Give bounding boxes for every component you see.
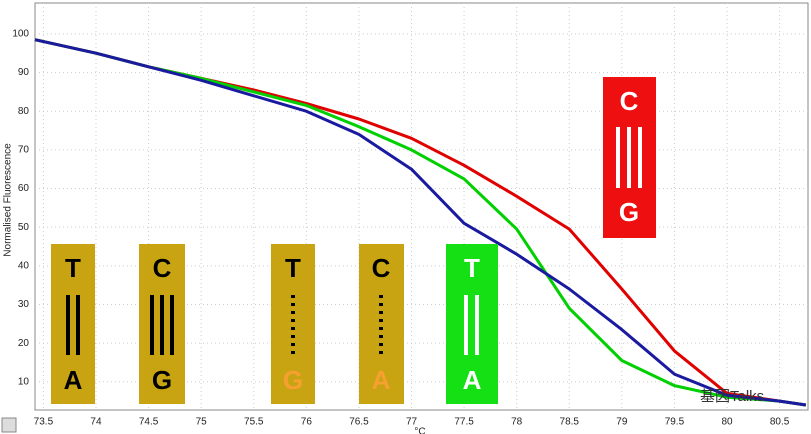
pair-box: T A	[51, 244, 95, 404]
pair-bottom: G	[152, 365, 172, 395]
pair-top: C	[372, 253, 391, 283]
x-tick-label: 73.5	[34, 417, 54, 428]
watermark: 基因Talks	[700, 388, 764, 405]
y-tick-label: 10	[18, 376, 30, 387]
pair-box: C G	[139, 244, 185, 404]
x-tick-label: 80	[721, 417, 733, 428]
pair-bottom: A	[64, 365, 83, 395]
x-tick-label: 79	[616, 417, 628, 428]
pair-box: C A	[359, 244, 404, 404]
pair-top: T	[464, 253, 480, 283]
pair-bottom: A	[463, 365, 482, 395]
x-tick-label: 78	[511, 417, 523, 428]
x-tick-label: 80.5	[770, 417, 790, 428]
y-tick-label: 30	[18, 299, 30, 310]
pair-box: T G	[271, 244, 315, 404]
x-axis-label: °C	[414, 427, 425, 434]
pair-top: T	[65, 253, 81, 283]
x-tick-label: 76	[301, 417, 313, 428]
pair-top: T	[285, 253, 301, 283]
pair-bottom: G	[619, 197, 639, 227]
y-tick-label: 70	[18, 145, 30, 156]
x-tick-label: 78.5	[560, 417, 580, 428]
y-tick-label: 100	[12, 29, 29, 40]
pair-box: C G	[603, 77, 656, 238]
pair-bottom: A	[372, 365, 391, 395]
y-tick-label: 60	[18, 183, 30, 194]
lines	[34, 38, 807, 407]
melt-curve	[34, 38, 807, 407]
x-tick-label: 75	[196, 417, 208, 428]
x-tick-label: 77	[406, 417, 418, 428]
x-tick-label: 75.5	[244, 417, 264, 428]
x-tick-label: 74	[90, 417, 102, 428]
x-tick-label: 74.5	[139, 417, 159, 428]
x-tick-label: 79.5	[665, 417, 685, 428]
x-tick-label: 76.5	[349, 417, 369, 428]
icon[interactable]	[1, 417, 17, 433]
pair-box: T A	[446, 244, 498, 404]
y-tick-label: 40	[18, 260, 30, 271]
pair-bottom: G	[283, 365, 303, 395]
x-tick-label: 77.5	[454, 417, 474, 428]
y-axis-label: Normalised Fluorescence	[3, 143, 14, 257]
pair-top: C	[620, 86, 639, 116]
y-tick-label: 90	[18, 67, 30, 78]
pair-top: C	[153, 253, 172, 283]
y-tick-label: 50	[18, 222, 30, 233]
y-tick-label: 80	[18, 106, 30, 117]
y-tick-label: 20	[18, 338, 30, 349]
